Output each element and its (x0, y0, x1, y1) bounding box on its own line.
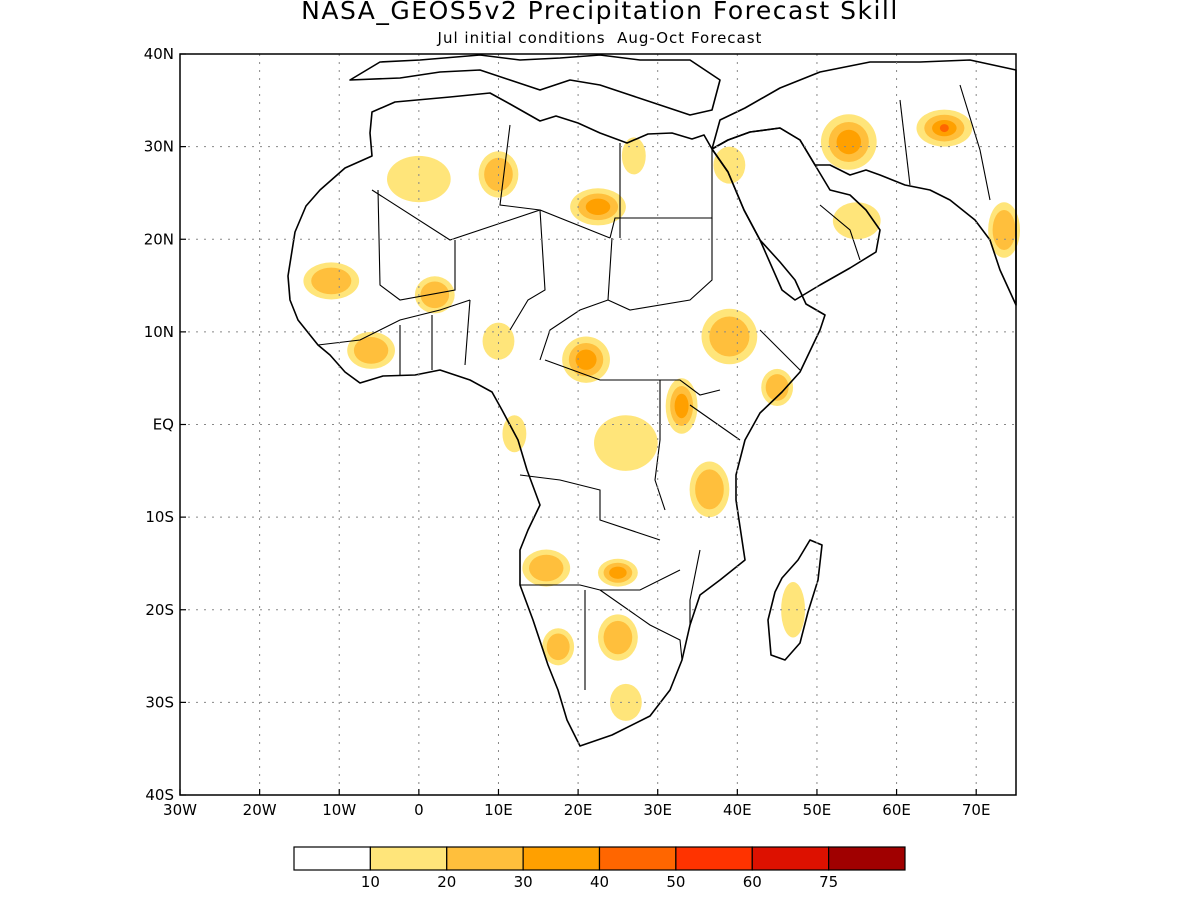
skill-region-s-africa (609, 683, 642, 721)
border-line (371, 189, 611, 241)
skill-region-sahara-3 (585, 198, 611, 215)
asia-coastline (711, 59, 1017, 306)
skill-region-madagascar (781, 581, 806, 638)
skill-region-afghanistan (939, 124, 949, 133)
legend-swatch (446, 846, 524, 871)
border-line (609, 150, 713, 239)
x-tick-label: 30E (643, 801, 672, 819)
skill-region-namibia (546, 633, 570, 661)
skill-region-sinai (713, 146, 746, 184)
country-borders-layer (317, 84, 991, 690)
legend-swatch (828, 846, 906, 871)
skill-region-congo (594, 415, 658, 471)
y-tick-label: 30N (144, 138, 174, 156)
border-line (499, 124, 541, 211)
y-tick-label: 10S (145, 508, 174, 526)
skill-region-somalia (765, 374, 789, 401)
border-line (689, 549, 701, 625)
y-tick-label: 40S (145, 786, 174, 804)
skill-region-india (992, 209, 1016, 250)
map-title: NASA_GEOS5v2 Precipitation Forecast Skil… (301, 0, 899, 25)
colorbar-legend: 10 20 30 40 50 60 75 (293, 846, 906, 891)
skill-region-zambia (609, 566, 627, 579)
skill-region-iran (836, 129, 862, 155)
border-line (317, 299, 471, 346)
skill-region-nigeria (482, 322, 515, 360)
border-line (899, 99, 911, 186)
y-tick-label: 20N (144, 230, 174, 248)
graticule-layer (180, 54, 1016, 795)
skill-region-w-africa-3 (420, 281, 450, 309)
y-tick-label: 20S (145, 601, 174, 619)
legend-label: 60 (743, 873, 762, 891)
border-line (959, 84, 991, 201)
skill-region-chad (575, 349, 597, 370)
border-line (377, 189, 456, 301)
border-line (509, 209, 546, 331)
skill-region-w-africa-1 (311, 267, 352, 295)
skill-region-tanzania (695, 469, 724, 510)
y-tick-label: 30S (145, 693, 174, 711)
europe-coastline (349, 54, 721, 116)
legend-swatch (293, 846, 371, 871)
skill-shading-layer (303, 109, 1020, 721)
legend-swatch (675, 846, 753, 871)
border-line (599, 589, 683, 661)
skill-region-ethiopia (709, 316, 750, 357)
x-tick-label: 20W (243, 801, 277, 819)
y-tick-label: 10N (144, 323, 174, 341)
border-line (607, 218, 713, 311)
skill-region-oman (832, 202, 881, 240)
legend-label: 10 (361, 873, 380, 891)
skill-region-sahara-1 (387, 155, 451, 203)
skill-region-w-africa-2 (353, 337, 389, 364)
border-line (519, 474, 661, 541)
x-tick-label: 20E (564, 801, 593, 819)
border-line (819, 204, 861, 261)
skill-region-egypt (621, 137, 646, 175)
madagascar-coastline (767, 539, 823, 661)
skill-region-botswana (603, 620, 633, 655)
x-tick-label: 10W (322, 801, 356, 819)
longitude-axis: 30W 20W 10W 0 10E 20E 30E 40E 50E 60E 70E (163, 789, 990, 819)
border-line (464, 299, 471, 366)
y-tick-label: EQ (153, 416, 174, 434)
legend-label: 40 (590, 873, 609, 891)
x-tick-label: 10E (484, 801, 513, 819)
x-tick-label: 30W (163, 801, 197, 819)
coastline-layer (287, 54, 1017, 747)
legend-label: 20 (437, 873, 456, 891)
legend-swatch (369, 846, 448, 871)
x-tick-label: 40E (723, 801, 752, 819)
legend-label: 30 (514, 873, 533, 891)
x-tick-label: 70E (962, 801, 991, 819)
africa-coastline (287, 92, 826, 747)
border-line (539, 237, 613, 361)
border-line (654, 380, 666, 511)
skill-region-angola (529, 554, 564, 582)
border-line (689, 404, 741, 441)
x-tick-label: 60E (882, 801, 911, 819)
legend-label: 50 (666, 873, 685, 891)
latitude-axis: 40N 30N 20N 10N EQ 10S 20S 30S 40S (144, 45, 186, 804)
legend-swatch (598, 846, 677, 871)
x-tick-label: 50E (803, 801, 832, 819)
y-tick-label: 40N (144, 45, 174, 63)
legend-swatch (522, 846, 601, 871)
x-tick-label: 0 (414, 801, 424, 819)
border-line (759, 329, 801, 371)
map-subtitle: Jul initial conditions Aug-Oct Forecast (437, 29, 763, 47)
skill-region-uganda (674, 393, 689, 419)
legend-swatch (751, 846, 830, 871)
legend-label: 75 (819, 873, 838, 891)
